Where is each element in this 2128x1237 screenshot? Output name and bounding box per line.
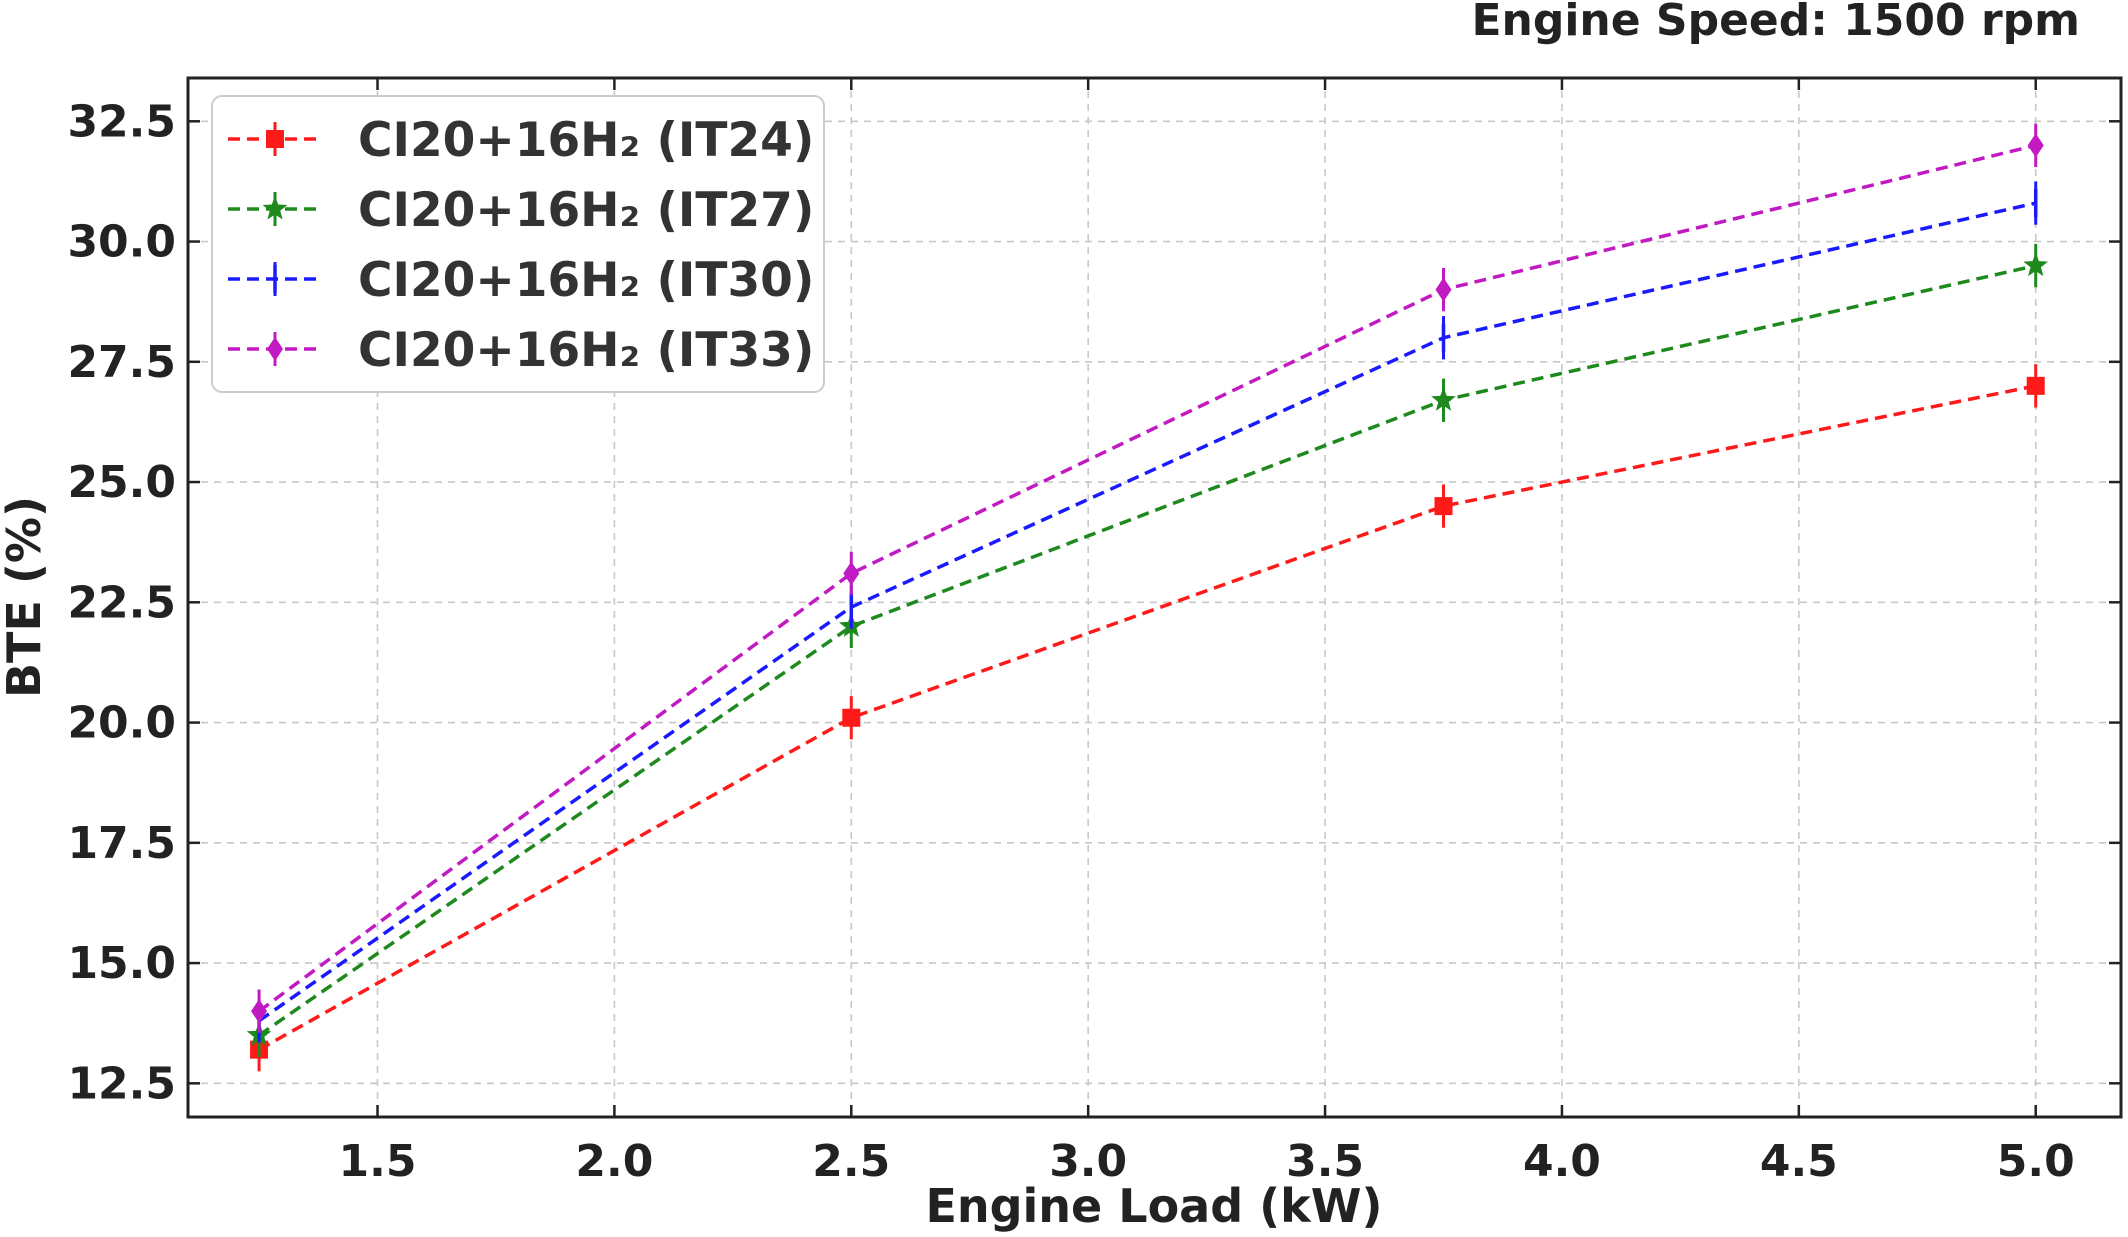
- data-point: [251, 999, 268, 1024]
- legend-entry: CI20+16H₂ (IT27): [228, 183, 814, 238]
- x-tick-label: 4.5: [1760, 1136, 1838, 1187]
- series-0: [250, 364, 2045, 1072]
- legend-label: CI20+16H₂ (IT33): [358, 323, 814, 378]
- tick-layer: 1.5 2.0 2.5 3.0 3.5 4.0 4.5 5.0 12.5 15.0 17.5 20.0…: [67, 78, 2121, 1187]
- y-axis-label: BTE (%): [0, 496, 51, 698]
- y-tick-label: 27.5: [67, 337, 176, 388]
- y-tick-label: 15.0: [67, 938, 176, 989]
- series-3: [251, 123, 2044, 1033]
- x-tick-label: 2.5: [812, 1136, 890, 1187]
- legend-marker: [266, 130, 284, 148]
- data-point: [2023, 252, 2049, 277]
- y-tick-label: 17.5: [67, 818, 176, 869]
- series-2: [257, 181, 2038, 1043]
- data-point: [2026, 376, 2045, 395]
- series-layer: [246, 123, 2049, 1072]
- y-tick-label: 20.0: [67, 698, 176, 749]
- legend-box: [211, 95, 825, 393]
- x-axis-label: Engine Load (kW): [925, 1179, 1382, 1233]
- data-point: [843, 561, 860, 586]
- legend-label: CI20+16H₂ (IT24): [358, 113, 814, 168]
- legend-marker: [262, 196, 288, 220]
- y-tick-label: 25.0: [67, 457, 176, 508]
- legend-entry: CI20+16H₂ (IT33): [228, 323, 814, 378]
- y-tick-label: 30.0: [67, 217, 176, 268]
- data-point: [1435, 277, 1452, 302]
- data-point: [2027, 133, 2044, 158]
- series-line: [258, 201, 2037, 1023]
- legend: CI20+16H₂ (IT24) CI20+16H₂ (IT27) CI20+16H…: [211, 95, 825, 393]
- legend-label: CI20+16H₂ (IT27): [358, 183, 814, 238]
- x-tick-label: 5.0: [1997, 1136, 2075, 1187]
- y-tick-label: 22.5: [67, 577, 176, 628]
- x-tick-label: 4.0: [1523, 1136, 1601, 1187]
- x-tick-label: 3.5: [1286, 1136, 1364, 1187]
- series-line: [258, 143, 2037, 1013]
- data-point: [842, 708, 861, 727]
- y-tick-label: 12.5: [67, 1058, 176, 1109]
- chart-title: Engine Speed: 1500 rpm: [1471, 0, 2080, 46]
- series-line: [258, 384, 2037, 1052]
- y-tick-label: 32.5: [67, 96, 176, 147]
- legend-entry: CI20+16H₂ (IT24): [228, 113, 814, 168]
- legend-label: CI20+16H₂ (IT30): [358, 253, 814, 308]
- legend-marker: [267, 337, 283, 361]
- x-tick-label: 1.5: [339, 1136, 417, 1187]
- x-tick-label: 3.0: [1049, 1136, 1127, 1187]
- x-tick-label: 2.0: [575, 1136, 653, 1187]
- plot-frame: [186, 76, 2123, 1119]
- series-line: [258, 263, 2037, 1037]
- data-point: [1434, 497, 1453, 516]
- legend-entry: CI20+16H₂ (IT30): [228, 253, 814, 308]
- data-point: [1431, 387, 1456, 411]
